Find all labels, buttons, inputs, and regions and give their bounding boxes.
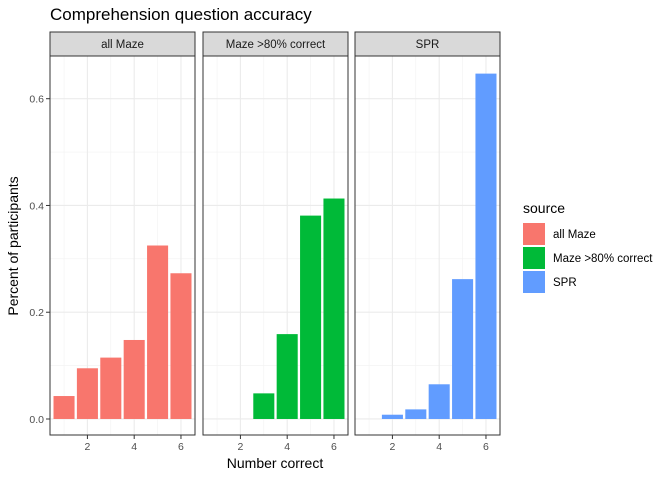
facet-strip bbox=[49, 31, 196, 57]
facet-strip bbox=[202, 31, 349, 57]
legend-title: source bbox=[523, 200, 565, 216]
x-tick-label: 6 bbox=[178, 441, 184, 453]
bar bbox=[300, 215, 322, 419]
legend: source all Maze Maze >80% correct SPR bbox=[523, 200, 653, 293]
legend-item-label: all Maze bbox=[553, 229, 596, 241]
x-tick-label: 4 bbox=[131, 441, 137, 453]
bar bbox=[452, 279, 474, 419]
x-tick-label: 2 bbox=[237, 441, 243, 453]
bar bbox=[475, 73, 497, 419]
y-tick-label: 0.2 bbox=[29, 307, 44, 319]
facet-strip-label: Maze >80% correct bbox=[226, 39, 326, 51]
facet-panels: all Maze 2 4 6 0.0 0.2 0.4 0.6 Maze >80% correct… bbox=[29, 31, 501, 453]
bar bbox=[53, 396, 75, 419]
x-tick-label: 6 bbox=[331, 441, 337, 453]
legend-key-maze-80-correct bbox=[523, 247, 545, 269]
bar bbox=[147, 245, 169, 419]
x-tick-label: 2 bbox=[84, 441, 90, 453]
bar bbox=[276, 334, 298, 419]
x-tick-label: 2 bbox=[389, 441, 395, 453]
x-tick-label: 6 bbox=[483, 441, 489, 453]
y-axis-label: Percent of participants bbox=[5, 176, 21, 315]
y-tick-label: 0.6 bbox=[29, 94, 44, 106]
facet-panel-maze-80-correct: Maze >80% correct 2 4 6 bbox=[202, 31, 349, 453]
panel-border bbox=[49, 55, 196, 436]
legend-item-label: SPR bbox=[553, 277, 577, 289]
y-tick-label: 0.0 bbox=[29, 414, 44, 426]
bar bbox=[428, 384, 450, 419]
bar bbox=[405, 409, 427, 419]
bar bbox=[123, 339, 145, 419]
chart-title: Comprehension question accuracy bbox=[50, 5, 312, 24]
facet-strip-label: all Maze bbox=[101, 39, 144, 51]
bar bbox=[76, 368, 98, 419]
facet-panel-spr: SPR 2 4 6 bbox=[354, 31, 501, 453]
x-tick-label: 4 bbox=[284, 441, 290, 453]
facet-strip-label: SPR bbox=[416, 39, 440, 51]
bar bbox=[323, 198, 345, 419]
y-tick-label: 0.4 bbox=[29, 200, 44, 212]
panel-border bbox=[354, 55, 501, 436]
bar bbox=[170, 273, 192, 419]
legend-key-spr bbox=[523, 271, 545, 293]
x-tick-label: 4 bbox=[436, 441, 442, 453]
bar bbox=[253, 393, 275, 419]
legend-key-all-maze bbox=[523, 223, 545, 245]
facet-panel-all-maze: all Maze 2 4 6 0.0 0.2 0.4 0.6 bbox=[29, 31, 196, 453]
bar bbox=[381, 414, 403, 419]
panel-border bbox=[202, 55, 349, 436]
legend-item-label: Maze >80% correct bbox=[553, 253, 653, 265]
x-axis-label: Number correct bbox=[227, 455, 324, 471]
bar bbox=[100, 357, 122, 419]
